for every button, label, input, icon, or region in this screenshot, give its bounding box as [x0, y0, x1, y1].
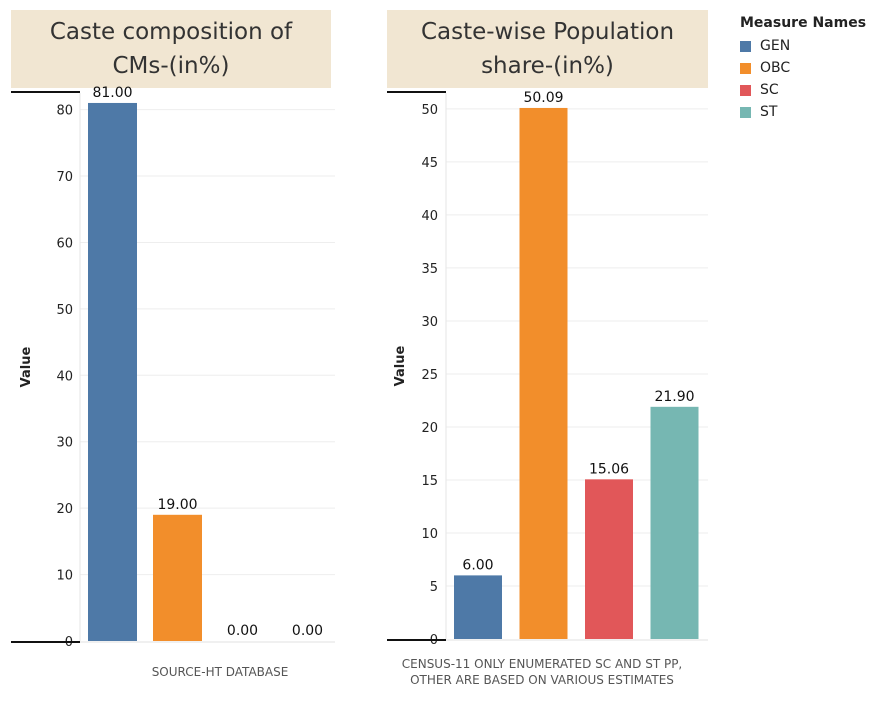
- right-y-tick-label: 25: [421, 368, 438, 383]
- right-bar-st: [650, 406, 699, 639]
- legend-label-obc: OBC: [760, 60, 791, 76]
- right-bar-sc: [585, 479, 633, 639]
- left-bar-obc: [153, 514, 202, 641]
- left-y-tick-label: 70: [56, 170, 73, 185]
- left-y-tick-label: 20: [56, 502, 73, 517]
- left-value-label-sc: 0.00: [227, 623, 258, 639]
- right-value-label-st: 21.90: [654, 389, 694, 405]
- right-y-tick-label: 50: [421, 103, 438, 118]
- left-y-tick-label: 40: [56, 369, 73, 384]
- right-y-tick-label: 45: [421, 156, 438, 171]
- legend-swatch-st: [740, 106, 751, 118]
- left-y-tick-label: 50: [56, 303, 73, 318]
- right-footnote-line-2: OTHER ARE BASED ON VARIOUS ESTIMATES: [410, 673, 674, 687]
- left-y-axis-label: Value: [19, 346, 34, 387]
- right-y-tick-label: 15: [421, 474, 438, 489]
- left-y-tick-label: 30: [56, 436, 73, 451]
- right-y-axis-label: Value: [393, 345, 408, 386]
- left-y-tick-label: 60: [56, 236, 73, 251]
- legend-swatch-sc: [740, 84, 751, 96]
- left-chart-footnote: SOURCE-HT DATABASE: [95, 664, 345, 680]
- right-chart-footnote: CENSUS-11 ONLY ENUMERATED SC AND ST PP, …: [372, 656, 712, 688]
- right-title-line-2: share-(in%): [481, 53, 614, 79]
- legend: Measure Names GEN OBC SC ST: [740, 15, 866, 123]
- left-value-label-obc: 19.00: [157, 497, 197, 513]
- left-y-tick-label: 80: [56, 104, 73, 119]
- left-chart-title: Caste composition of CMs-(in%): [11, 10, 331, 88]
- right-y-tick-label: 20: [421, 421, 438, 436]
- legend-item-sc[interactable]: SC: [740, 79, 866, 101]
- right-footnote-line-1: CENSUS-11 ONLY ENUMERATED SC AND ST PP,: [401, 657, 683, 671]
- right-y-tick-label: 30: [421, 315, 438, 330]
- left-y-tick-label: 10: [56, 569, 73, 584]
- legend-item-gen[interactable]: GEN: [740, 35, 866, 57]
- right-y-tick-label: 40: [421, 209, 438, 224]
- legend-label-gen: GEN: [760, 38, 791, 54]
- legend-label-sc: SC: [760, 82, 779, 98]
- left-bar-gen: [88, 102, 137, 642]
- left-value-label-gen: 81.00: [92, 85, 132, 101]
- legend-swatch-gen: [740, 40, 751, 52]
- right-chart-title: Caste-wise Population share-(in%): [387, 10, 708, 88]
- right-y-tick-label: 35: [421, 262, 438, 277]
- right-bar-obc: [519, 107, 568, 640]
- left-footnote-line-1: SOURCE-HT DATABASE: [151, 665, 289, 679]
- right-value-label-sc: 15.06: [589, 461, 629, 477]
- legend-item-st[interactable]: ST: [740, 101, 866, 123]
- legend-label-st: ST: [760, 104, 778, 120]
- right-value-label-obc: 50.09: [523, 90, 563, 106]
- legend-swatch-obc: [740, 62, 751, 74]
- left-title-line-1: Caste composition of: [49, 19, 293, 45]
- right-title-line-1: Caste-wise Population: [420, 19, 675, 45]
- right-bar-gen: [454, 575, 502, 639]
- right-value-label-gen: 6.00: [462, 557, 493, 573]
- right-y-tick-label: 5: [430, 580, 438, 595]
- legend-title: Measure Names: [740, 15, 867, 31]
- left-title-line-2: CMs-(in%): [112, 53, 230, 79]
- right-y-tick-label: 10: [421, 527, 438, 542]
- legend-item-obc[interactable]: OBC: [740, 57, 866, 79]
- left-value-label-st: 0.00: [292, 623, 323, 639]
